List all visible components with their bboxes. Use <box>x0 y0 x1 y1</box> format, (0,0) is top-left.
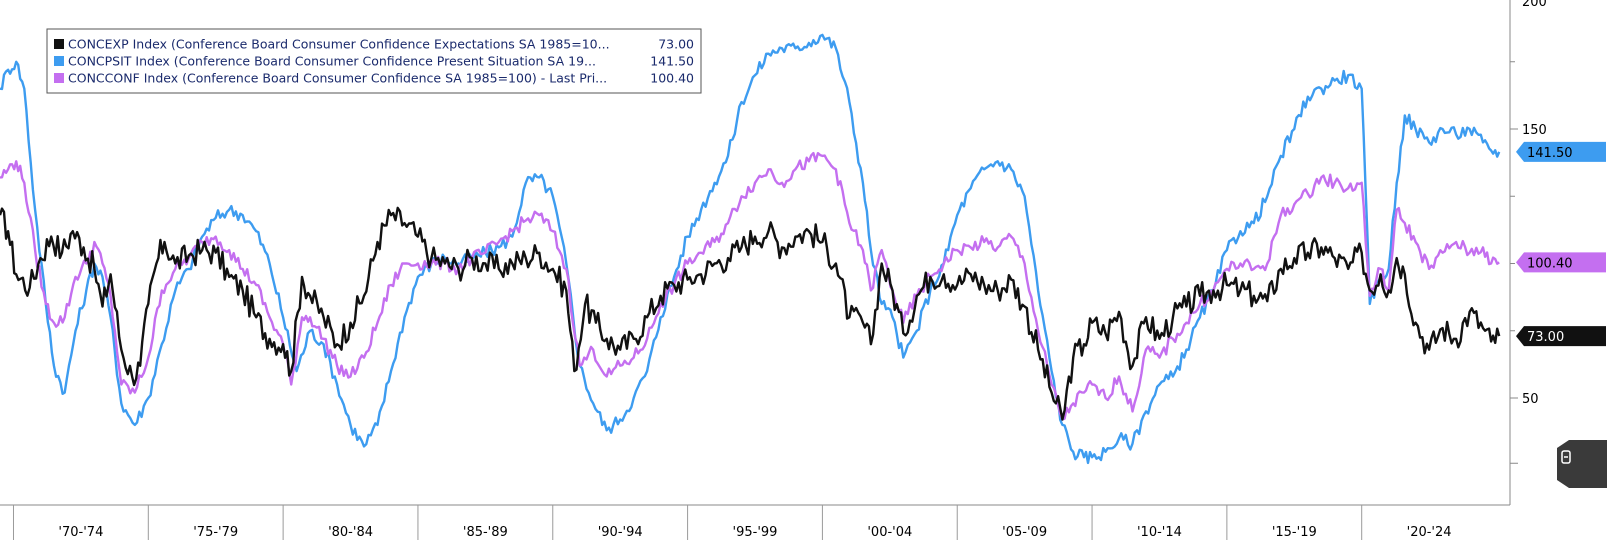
scroll-tab-icon <box>1561 450 1571 464</box>
legend-value: 141.50 <box>650 54 694 69</box>
x-tick-label: '95-'99 <box>733 525 778 540</box>
legend-value: 100.40 <box>650 71 694 86</box>
last-value-label: 100.40 <box>1527 256 1573 271</box>
x-tick-label: '05-'09 <box>1002 525 1047 540</box>
x-tick-label: '85-'89 <box>463 525 508 540</box>
series-line-0 <box>0 206 1501 421</box>
x-tick-label: '80-'84 <box>328 525 373 540</box>
x-tick-label: '00-'04 <box>867 525 912 540</box>
y-tick-label: 150 <box>1522 123 1547 138</box>
series-lines <box>0 33 1501 465</box>
legend-box <box>46 28 702 94</box>
scroll-tab[interactable] <box>1551 440 1607 488</box>
series-line-1 <box>0 33 1501 465</box>
y-tick-label: 50 <box>1522 392 1539 407</box>
legend-swatch <box>54 73 64 83</box>
last-value-badge <box>1516 252 1606 273</box>
series-line-2 <box>0 151 1500 421</box>
legend: CONCEXP Index (Conference Board Consumer… <box>46 28 702 94</box>
legend-swatch <box>54 56 64 66</box>
x-tick-label: '75-'79 <box>193 525 238 540</box>
legend-label: CONCEXP Index (Conference Board Consumer… <box>68 37 610 52</box>
y-tick-label-top: 200 <box>1522 0 1547 10</box>
last-value-label: 141.50 <box>1527 146 1573 161</box>
x-tick-label: '70-'74 <box>58 525 103 540</box>
x-tick-label: '90-'94 <box>598 525 643 540</box>
last-value-badge <box>1516 326 1606 347</box>
legend-label: CONCCONF Index (Conference Board Consume… <box>68 71 607 86</box>
x-tick-label: '15-'19 <box>1272 525 1317 540</box>
scroll-tab-shape <box>1557 440 1607 488</box>
y-axis: 200 50 150 <box>1510 0 1547 464</box>
legend-label: CONCPSIT Index (Conference Board Consume… <box>68 54 596 69</box>
last-value-badge <box>1516 141 1606 162</box>
last-value-label: 73.00 <box>1527 330 1564 345</box>
legend-value: 73.00 <box>658 37 694 52</box>
last-value-badges: 73.00 141.50 100.40 <box>1516 141 1606 347</box>
x-tick-label: '20-'24 <box>1407 525 1452 540</box>
legend-swatch <box>54 39 64 49</box>
x-tick-label: '10-'14 <box>1137 525 1182 540</box>
x-axis: '70-'74 '75-'79 '80-'84 '85-'89 '90-'94 '95-'… <box>12 505 1452 540</box>
